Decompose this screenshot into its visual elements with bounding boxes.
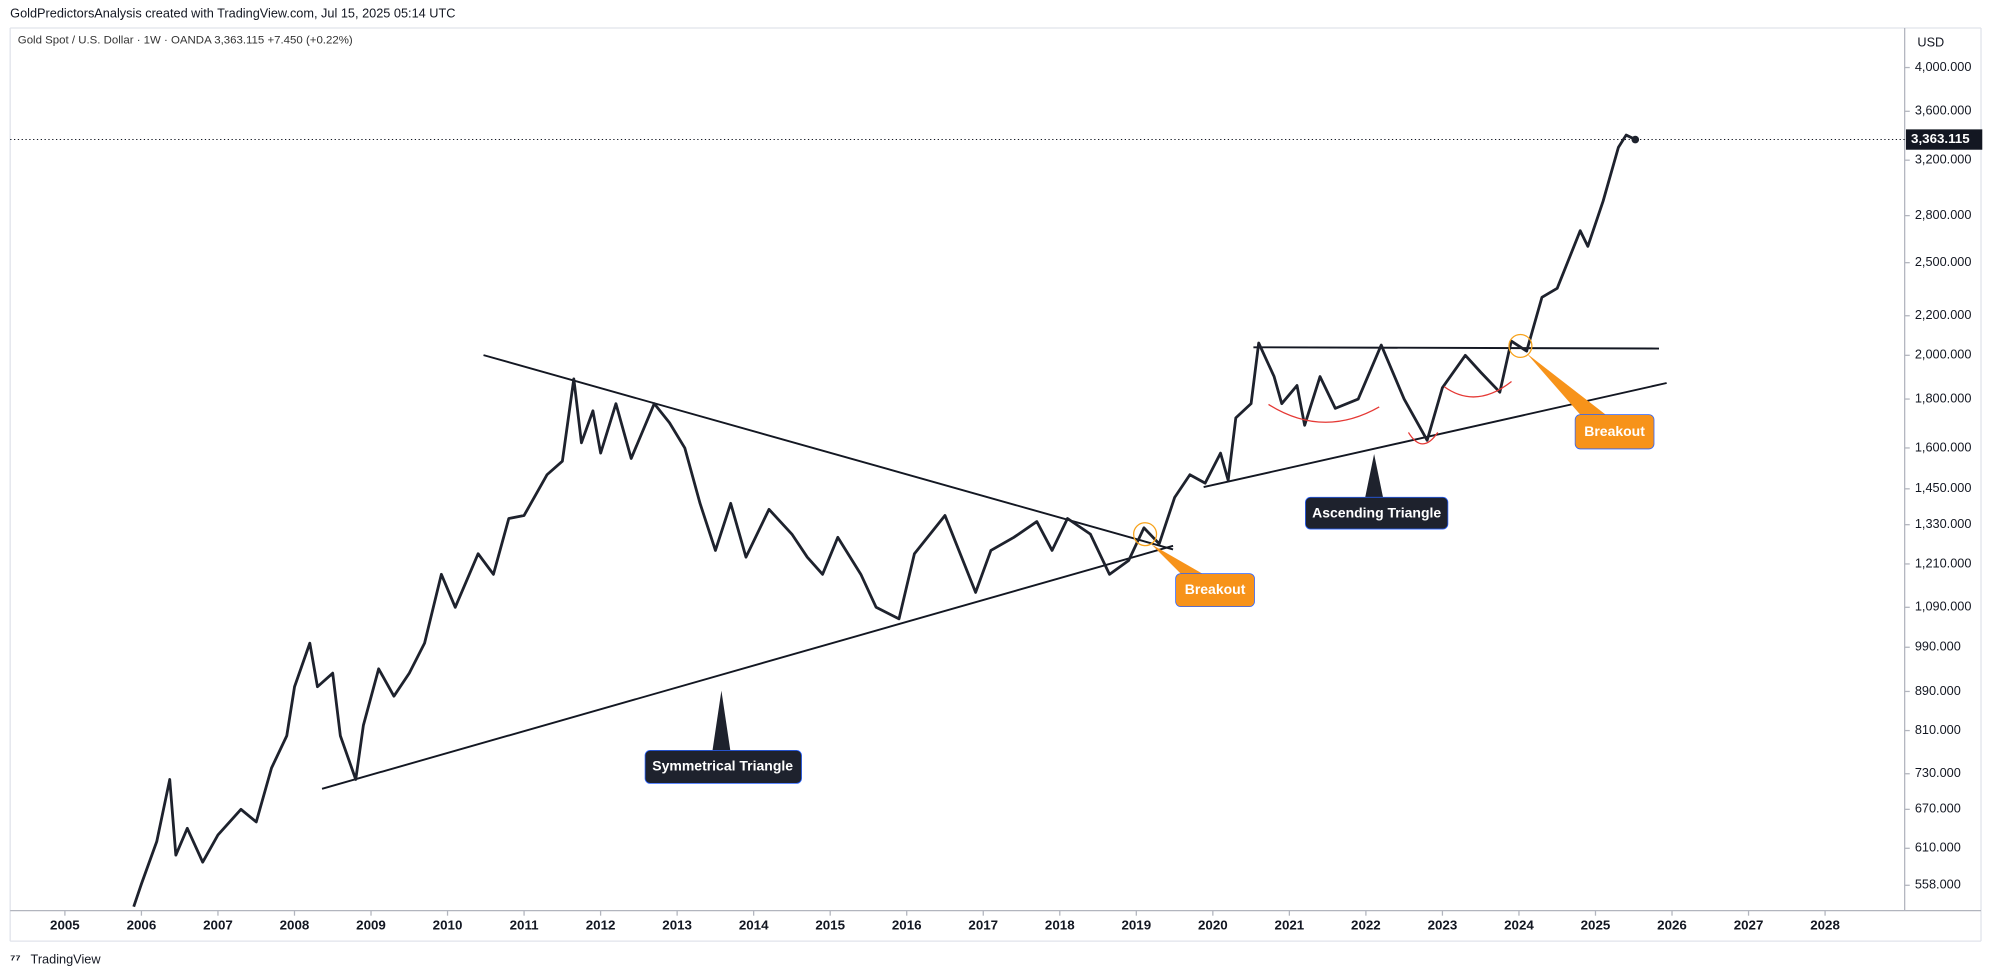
trend-line [1253, 346, 1660, 350]
price-line [132, 133, 1636, 908]
x-tick-label: 2025 [1581, 917, 1611, 932]
y-tick-label: 4,000.000 [1915, 59, 1972, 74]
y-tick-label: 990.000 [1915, 639, 1961, 654]
callout-pointer [1365, 454, 1384, 498]
annotation: Ascending Triangle [1312, 505, 1441, 521]
trend-line [321, 544, 1174, 790]
annotation: Breakout [1584, 423, 1645, 439]
y-tick-label: 2,000.000 [1915, 347, 1972, 362]
x-tick-label: 2020 [1198, 917, 1228, 932]
callout [1175, 573, 1255, 608]
last-point [1631, 135, 1640, 144]
y-tick-label: 810.000 [1915, 722, 1961, 737]
y-tick-label: 3,200.000 [1915, 152, 1972, 167]
y-tick-label: 1,600.000 [1915, 439, 1972, 454]
plot [132, 133, 1667, 908]
y-tick-label: 3,600.000 [1915, 103, 1972, 118]
x-tick-label: 2015 [815, 917, 845, 932]
x-tick-label: 2019 [1121, 917, 1151, 932]
y-tick-label: 1,090.000 [1915, 599, 1972, 614]
x-tick-label: 2005 [50, 917, 80, 932]
y-tick-label: 1,800.000 [1915, 390, 1972, 405]
arc [1407, 432, 1439, 445]
x-tick-label: 2026 [1657, 917, 1687, 932]
annotation: Symmetrical Triangle [652, 758, 793, 774]
x-tick-label: 2010 [433, 917, 463, 932]
breakout-circle [1133, 522, 1158, 547]
x-tick-label: 2028 [1810, 917, 1840, 932]
y-tick-label: 670.000 [1915, 801, 1961, 816]
x-tick-label: 2017 [968, 917, 998, 932]
y-tick-label: 2,800.000 [1915, 207, 1972, 222]
callout [1305, 496, 1449, 530]
x-tick-label: 2008 [280, 917, 310, 932]
x-tick-label: 2016 [892, 917, 922, 932]
x-tick-label: 2014 [739, 917, 769, 932]
callout [1574, 414, 1655, 450]
y-tick-label: 558.000 [1915, 877, 1961, 892]
chart-subtitle: Gold Spot / U.S. Dollar · 1W · OANDA 3,3… [18, 35, 353, 47]
y-tick-label: 1,330.000 [1915, 516, 1972, 531]
x-tick-label: 2022 [1351, 917, 1381, 932]
callout [644, 749, 802, 784]
chart-title: GoldPredictorsAnalysis created with Trad… [10, 5, 455, 20]
brand: TradingView [31, 952, 102, 967]
arc [1443, 381, 1512, 398]
last-price-label: 3,363.115 [1911, 131, 1970, 146]
y-tick-label: 610.000 [1915, 840, 1961, 855]
trend-line [483, 354, 1174, 551]
x-tick-label: 2007 [203, 917, 233, 932]
y-axis-label: USD [1917, 35, 1944, 50]
y-tick-label: 2,500.000 [1915, 254, 1972, 269]
callout-pointer [712, 690, 731, 751]
last-price-box [1905, 129, 1983, 150]
x-tick-label: 2027 [1734, 917, 1764, 932]
y-tick-label: 1,210.000 [1915, 555, 1972, 570]
breakout-circle [1508, 333, 1533, 359]
x-tick-label: 2024 [1504, 917, 1534, 932]
x-tick-label: 2023 [1428, 917, 1458, 932]
x-tick-label: 2006 [127, 917, 157, 932]
y-tick-label: 730.000 [1915, 765, 1961, 780]
y-tick-label: 2,200.000 [1915, 307, 1972, 322]
y-tick-label: 890.000 [1915, 683, 1961, 698]
x-tick-label: 2013 [662, 917, 692, 932]
x-tick-label: 2009 [356, 917, 386, 932]
brand-logo: ⁷⁷ [10, 952, 21, 967]
annotation: Breakout [1185, 581, 1246, 597]
x-tick-label: 2021 [1275, 917, 1305, 932]
y-tick-label: 1,450.000 [1915, 480, 1972, 495]
x-tick-label: 2011 [510, 917, 540, 932]
arc [1268, 403, 1380, 423]
x-tick-label: 2018 [1045, 917, 1075, 932]
x-tick-label: 2012 [586, 917, 616, 932]
